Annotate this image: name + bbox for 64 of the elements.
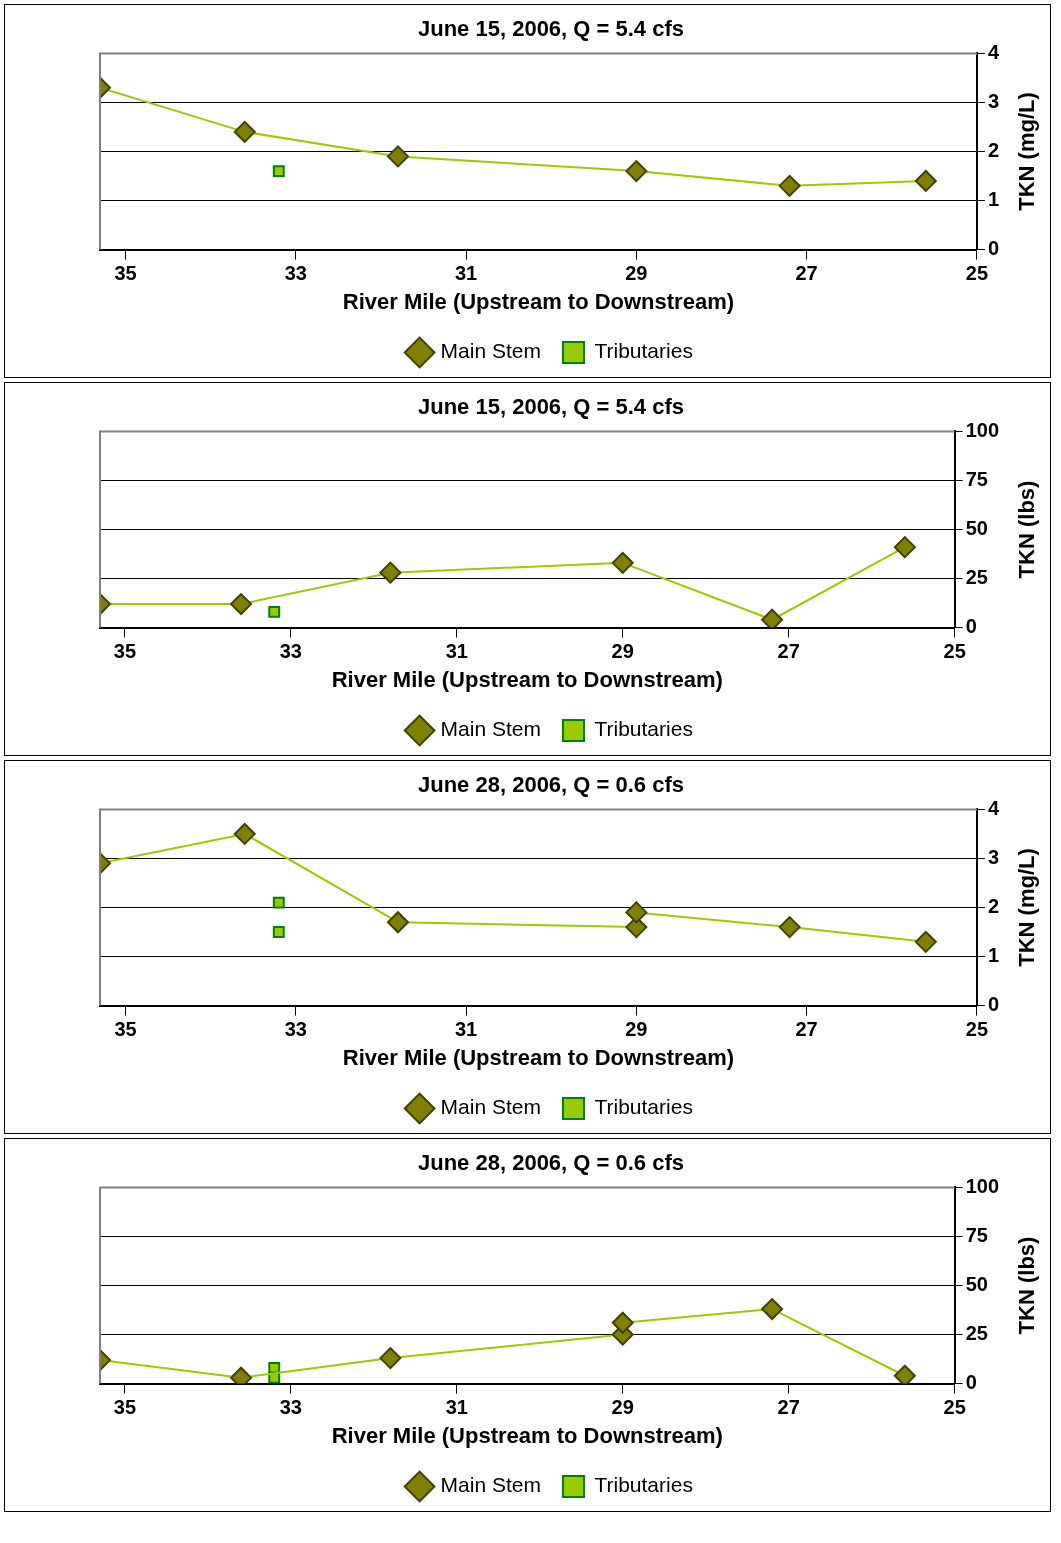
point bbox=[272, 926, 285, 938]
x-tick-label: 33 bbox=[279, 640, 302, 663]
y-tick-label: 2 bbox=[987, 139, 999, 162]
y-tick-label: 25 bbox=[965, 1322, 988, 1345]
x-tick-label: 35 bbox=[113, 640, 137, 663]
x-tick-label: 29 bbox=[625, 1018, 648, 1041]
x-tick-label: 29 bbox=[625, 262, 648, 285]
x-tick-label: 27 bbox=[795, 1018, 818, 1041]
y-tick-label: 0 bbox=[987, 237, 999, 260]
x-tick-label: 35 bbox=[113, 1396, 137, 1419]
y-tick-label: 0 bbox=[965, 1371, 977, 1394]
legend-label: Main Stem bbox=[440, 717, 541, 741]
y-tick-label: 100 bbox=[965, 1174, 1000, 1197]
y-tick-label: 1 bbox=[987, 944, 999, 967]
y-tick-label: 3 bbox=[987, 845, 999, 868]
y-axis-title: TKN (lbs) bbox=[1014, 480, 1040, 579]
x-axis-title: River Mile (Upstream to Downstream) bbox=[342, 1044, 735, 1070]
legend-label: Tributaries bbox=[594, 717, 693, 741]
y-tick-label: 75 bbox=[965, 1223, 988, 1246]
y-tick-label: 0 bbox=[987, 993, 999, 1016]
x-axis-title: River Mile (Upstream to Downstream) bbox=[331, 1422, 723, 1448]
x-axis-title: River Mile (Upstream to Downstream) bbox=[342, 288, 735, 314]
x-tick-label: 27 bbox=[777, 640, 800, 663]
legend-label: Main Stem bbox=[440, 1095, 541, 1119]
x-tick-label: 31 bbox=[454, 1018, 478, 1041]
y-tick-label: 2 bbox=[987, 895, 999, 918]
x-tick-label: 27 bbox=[795, 262, 818, 285]
chart-title: June 28, 2006, Q = 0.6 cfs bbox=[418, 1150, 684, 1176]
x-tick-label: 31 bbox=[445, 640, 468, 663]
x-axis-title: River Mile (Upstream to Downstream) bbox=[331, 666, 723, 692]
legend-label: Tributaries bbox=[594, 339, 693, 363]
chart-title: June 28, 2006, Q = 0.6 cfs bbox=[418, 772, 684, 798]
y-axis-title: TKN (mg/L) bbox=[1014, 848, 1040, 967]
legend-label: Tributaries bbox=[594, 1095, 693, 1119]
chart-title: June 15, 2006, Q = 5.4 cfs bbox=[418, 16, 684, 42]
point bbox=[268, 605, 281, 618]
x-tick-label: 27 bbox=[777, 1396, 800, 1419]
y-tick-label: 75 bbox=[965, 467, 988, 490]
legend-label: Main Stem bbox=[440, 1473, 541, 1497]
y-axis-title: TKN (lbs) bbox=[1014, 1236, 1040, 1335]
y-tick-label: 50 bbox=[965, 517, 988, 540]
x-tick-label: 29 bbox=[611, 1396, 634, 1419]
x-tick-label: 31 bbox=[454, 262, 478, 285]
y-tick-label: 25 bbox=[965, 566, 988, 589]
chart-title: June 15, 2006, Q = 5.4 cfs bbox=[418, 394, 684, 420]
x-tick-label: 33 bbox=[284, 1018, 307, 1041]
x-tick-label: 29 bbox=[611, 640, 634, 663]
x-tick-label: 31 bbox=[445, 1396, 468, 1419]
x-tick-label: 35 bbox=[114, 262, 137, 285]
y-tick-label: 100 bbox=[965, 418, 1000, 441]
legend-label: Tributaries bbox=[594, 1473, 693, 1497]
x-tick-label: 33 bbox=[284, 262, 307, 285]
x-tick-label: 33 bbox=[279, 1396, 302, 1419]
legend-label: Main Stem bbox=[440, 339, 541, 363]
y-axis-title: TKN (mg/L) bbox=[1014, 92, 1040, 211]
y-tick-label: 3 bbox=[987, 89, 999, 112]
x-tick-label: 35 bbox=[114, 1018, 137, 1041]
y-tick-label: 0 bbox=[965, 615, 977, 638]
y-tick-label: 4 bbox=[987, 40, 1000, 63]
point bbox=[272, 165, 285, 178]
y-tick-label: 4 bbox=[987, 796, 1000, 819]
point bbox=[272, 896, 285, 909]
y-tick-label: 1 bbox=[987, 188, 999, 211]
y-tick-label: 50 bbox=[965, 1273, 988, 1296]
